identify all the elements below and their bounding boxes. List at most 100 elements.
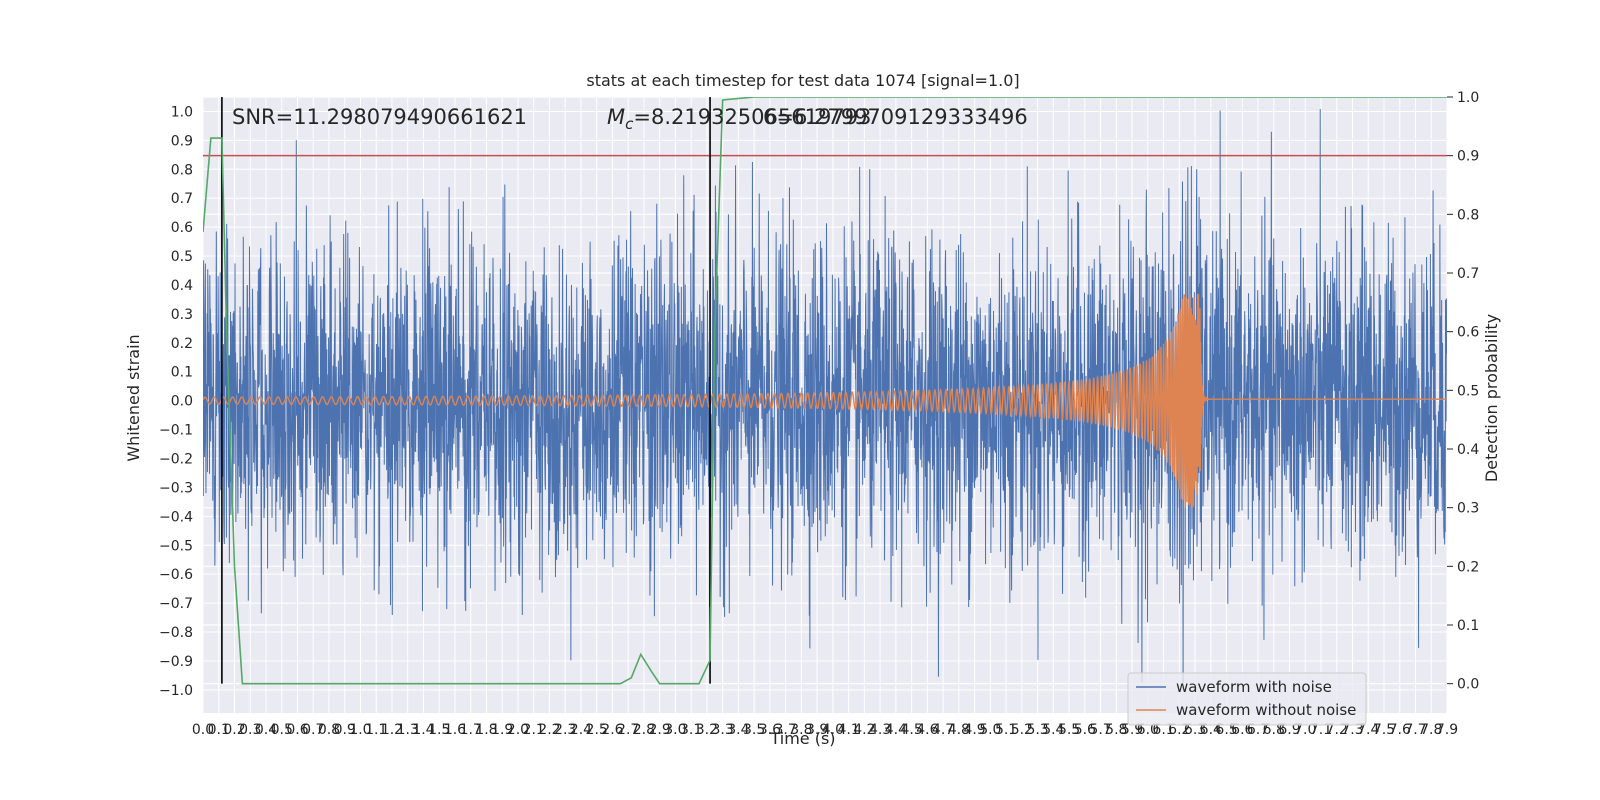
y-tick-label-right: 0.5: [1457, 383, 1479, 399]
x-tick-label: 6.9: [1278, 722, 1300, 738]
x-tick-label: 2.2: [538, 722, 560, 738]
x-tick-label: 7.9: [1436, 722, 1458, 738]
x-tick-label: 0.4: [255, 722, 277, 738]
legend-entry-clean: waveform without noise: [1176, 701, 1356, 719]
y-tick-label-right: 0.2: [1457, 559, 1479, 575]
series-detection-probability: [203, 97, 1447, 685]
x-tick-label: 1.8: [475, 722, 497, 738]
x-tick-label: 0.9: [334, 722, 356, 738]
legend-frame: [1127, 672, 1367, 726]
x-tick-label: 6.4: [1200, 722, 1222, 738]
x-tick-label: 2.9: [649, 722, 671, 738]
vertical-markers: [221, 97, 711, 684]
x-tick-label: 5.3: [1026, 722, 1048, 738]
x-tick-label: 6.5: [1215, 722, 1237, 738]
y-tick-label-left: −0.1: [159, 423, 193, 439]
x-tick-label: 5.8: [1105, 722, 1127, 738]
x-tick-label: 6.6: [1231, 722, 1253, 738]
x-tick-label: 3.2: [696, 722, 718, 738]
y-tick-label-right: 1.0: [1457, 90, 1479, 106]
x-tick-label: 5.0: [979, 722, 1001, 738]
y-tick-label-right: 0.9: [1457, 149, 1479, 165]
x-tick-label: 7.3: [1341, 722, 1363, 738]
chart-title: stats at each timestep for test data 107…: [586, 71, 1019, 90]
chirp-mass-symbol: M: [607, 105, 625, 129]
legend-entry-noise: waveform with noise: [1176, 678, 1332, 696]
y-tick-label-left: −0.5: [159, 538, 193, 554]
x-tick-label: 4.5: [900, 722, 922, 738]
series-waveform-with-noise: [203, 109, 1447, 690]
x-tick-label: 6.3: [1184, 722, 1206, 738]
x-tick-label: 6.0: [1137, 722, 1159, 738]
y-tick-label-right: 0.6: [1457, 325, 1479, 341]
chirp-mass-subscript: c: [625, 115, 634, 133]
x-tick-label: 5.2: [1011, 722, 1033, 738]
x-tick-label: 3.7: [775, 722, 797, 738]
chirp-mass-value: =8.219325065619793: [633, 105, 871, 129]
x-tick-label: 1.2: [381, 722, 403, 738]
x-tick-label: 3.1: [680, 722, 702, 738]
y-tick-label-left: −0.4: [159, 509, 193, 525]
x-tick-label: 4.9: [963, 722, 985, 738]
x-tick-label: 0.3: [239, 722, 261, 738]
x-tick-label: 0.0: [192, 722, 214, 738]
x-tick-label: 2.8: [633, 722, 655, 738]
x-tick-label: 4.4: [885, 722, 907, 738]
y-tick-label-left: 0.7: [171, 191, 193, 207]
y-tick-label-right: 0.4: [1457, 442, 1479, 458]
x-tick-label: 2.7: [617, 722, 639, 738]
y-tick-label-left: 0.0: [171, 394, 193, 410]
x-tick-label: 1.3: [397, 722, 419, 738]
x-tick-label: 4.1: [837, 722, 859, 738]
x-tick-label: 5.1: [995, 722, 1017, 738]
x-axis-label: Time (s): [769, 729, 835, 748]
x-tick-label: 3.8: [790, 722, 812, 738]
y-ticks-left: 1.0 0.9 0.8 0.7 0.6 0.5 0.4 0.3 0.2 0.1 0.0 −0.1 −0.…: [159, 104, 193, 698]
x-tick-label: 5.6: [1074, 722, 1096, 738]
y-axis-label-right: Detection probability: [1482, 314, 1501, 482]
x-tick-label: 4.0: [822, 722, 844, 738]
x-tick-label: 2.5: [586, 722, 608, 738]
x-tick-label: 1.6: [444, 722, 466, 738]
y-axis-label-left: Whitened strain: [124, 334, 143, 461]
x-tick-label: 5.9: [1121, 722, 1143, 738]
x-tick-label: 4.8: [948, 722, 970, 738]
x-tick-label: 0.8: [318, 722, 340, 738]
y-tick-label-left: −0.7: [159, 596, 193, 612]
x-tick-label: 1.7: [460, 722, 482, 738]
y-tick-label-left: 0.2: [171, 336, 193, 352]
chirp-mass-annotation: Mc=8.219325065619793: [607, 105, 871, 133]
x-tick-label: 7.1: [1310, 722, 1332, 738]
x-tick-label: 4.3: [869, 722, 891, 738]
y-tick-label-left: −0.9: [159, 654, 193, 670]
snr-annotation: SNR=11.298079490661621: [232, 105, 527, 129]
x-tick-label: 4.7: [932, 722, 954, 738]
y-tick-label-left: 0.1: [171, 365, 193, 381]
x-tick-label: 3.6: [759, 722, 781, 738]
x-tick-label: 6.1: [1152, 722, 1174, 738]
x-tick-label: 5.5: [1058, 722, 1080, 738]
y-tick-label-left: 0.6: [171, 220, 193, 236]
x-tick-label: 7.6: [1389, 722, 1411, 738]
y-tick-label-left: −0.8: [159, 625, 193, 641]
x-tick-label: 7.7: [1404, 722, 1426, 738]
y-tick-label-left: 0.5: [171, 249, 193, 265]
y-tick-label-left: −0.3: [159, 480, 193, 496]
y-tick-label-left: −0.6: [159, 567, 193, 583]
x-tick-label: 2.3: [554, 722, 576, 738]
y-tick-label-left: 0.9: [171, 133, 193, 149]
x-tick-label: 3.5: [743, 722, 765, 738]
x-tick-label: 7.2: [1326, 722, 1348, 738]
y-tick-label-right: 0.7: [1457, 266, 1479, 282]
x-tick-label: 1.5: [428, 722, 450, 738]
x-tick-label: 2.6: [601, 722, 623, 738]
x-tick-label: 0.5: [271, 722, 293, 738]
x-tick-label: 5.7: [1089, 722, 1111, 738]
y-tick-label-left: −0.2: [159, 452, 193, 468]
series-waveform-without-noise: [203, 293, 1447, 508]
y-tick-label-right: 0.0: [1457, 677, 1479, 693]
x-tick-label: 0.2: [223, 722, 245, 738]
y-tick-label-left: 0.8: [171, 162, 193, 178]
x-tick-label: 6.8: [1263, 722, 1285, 738]
